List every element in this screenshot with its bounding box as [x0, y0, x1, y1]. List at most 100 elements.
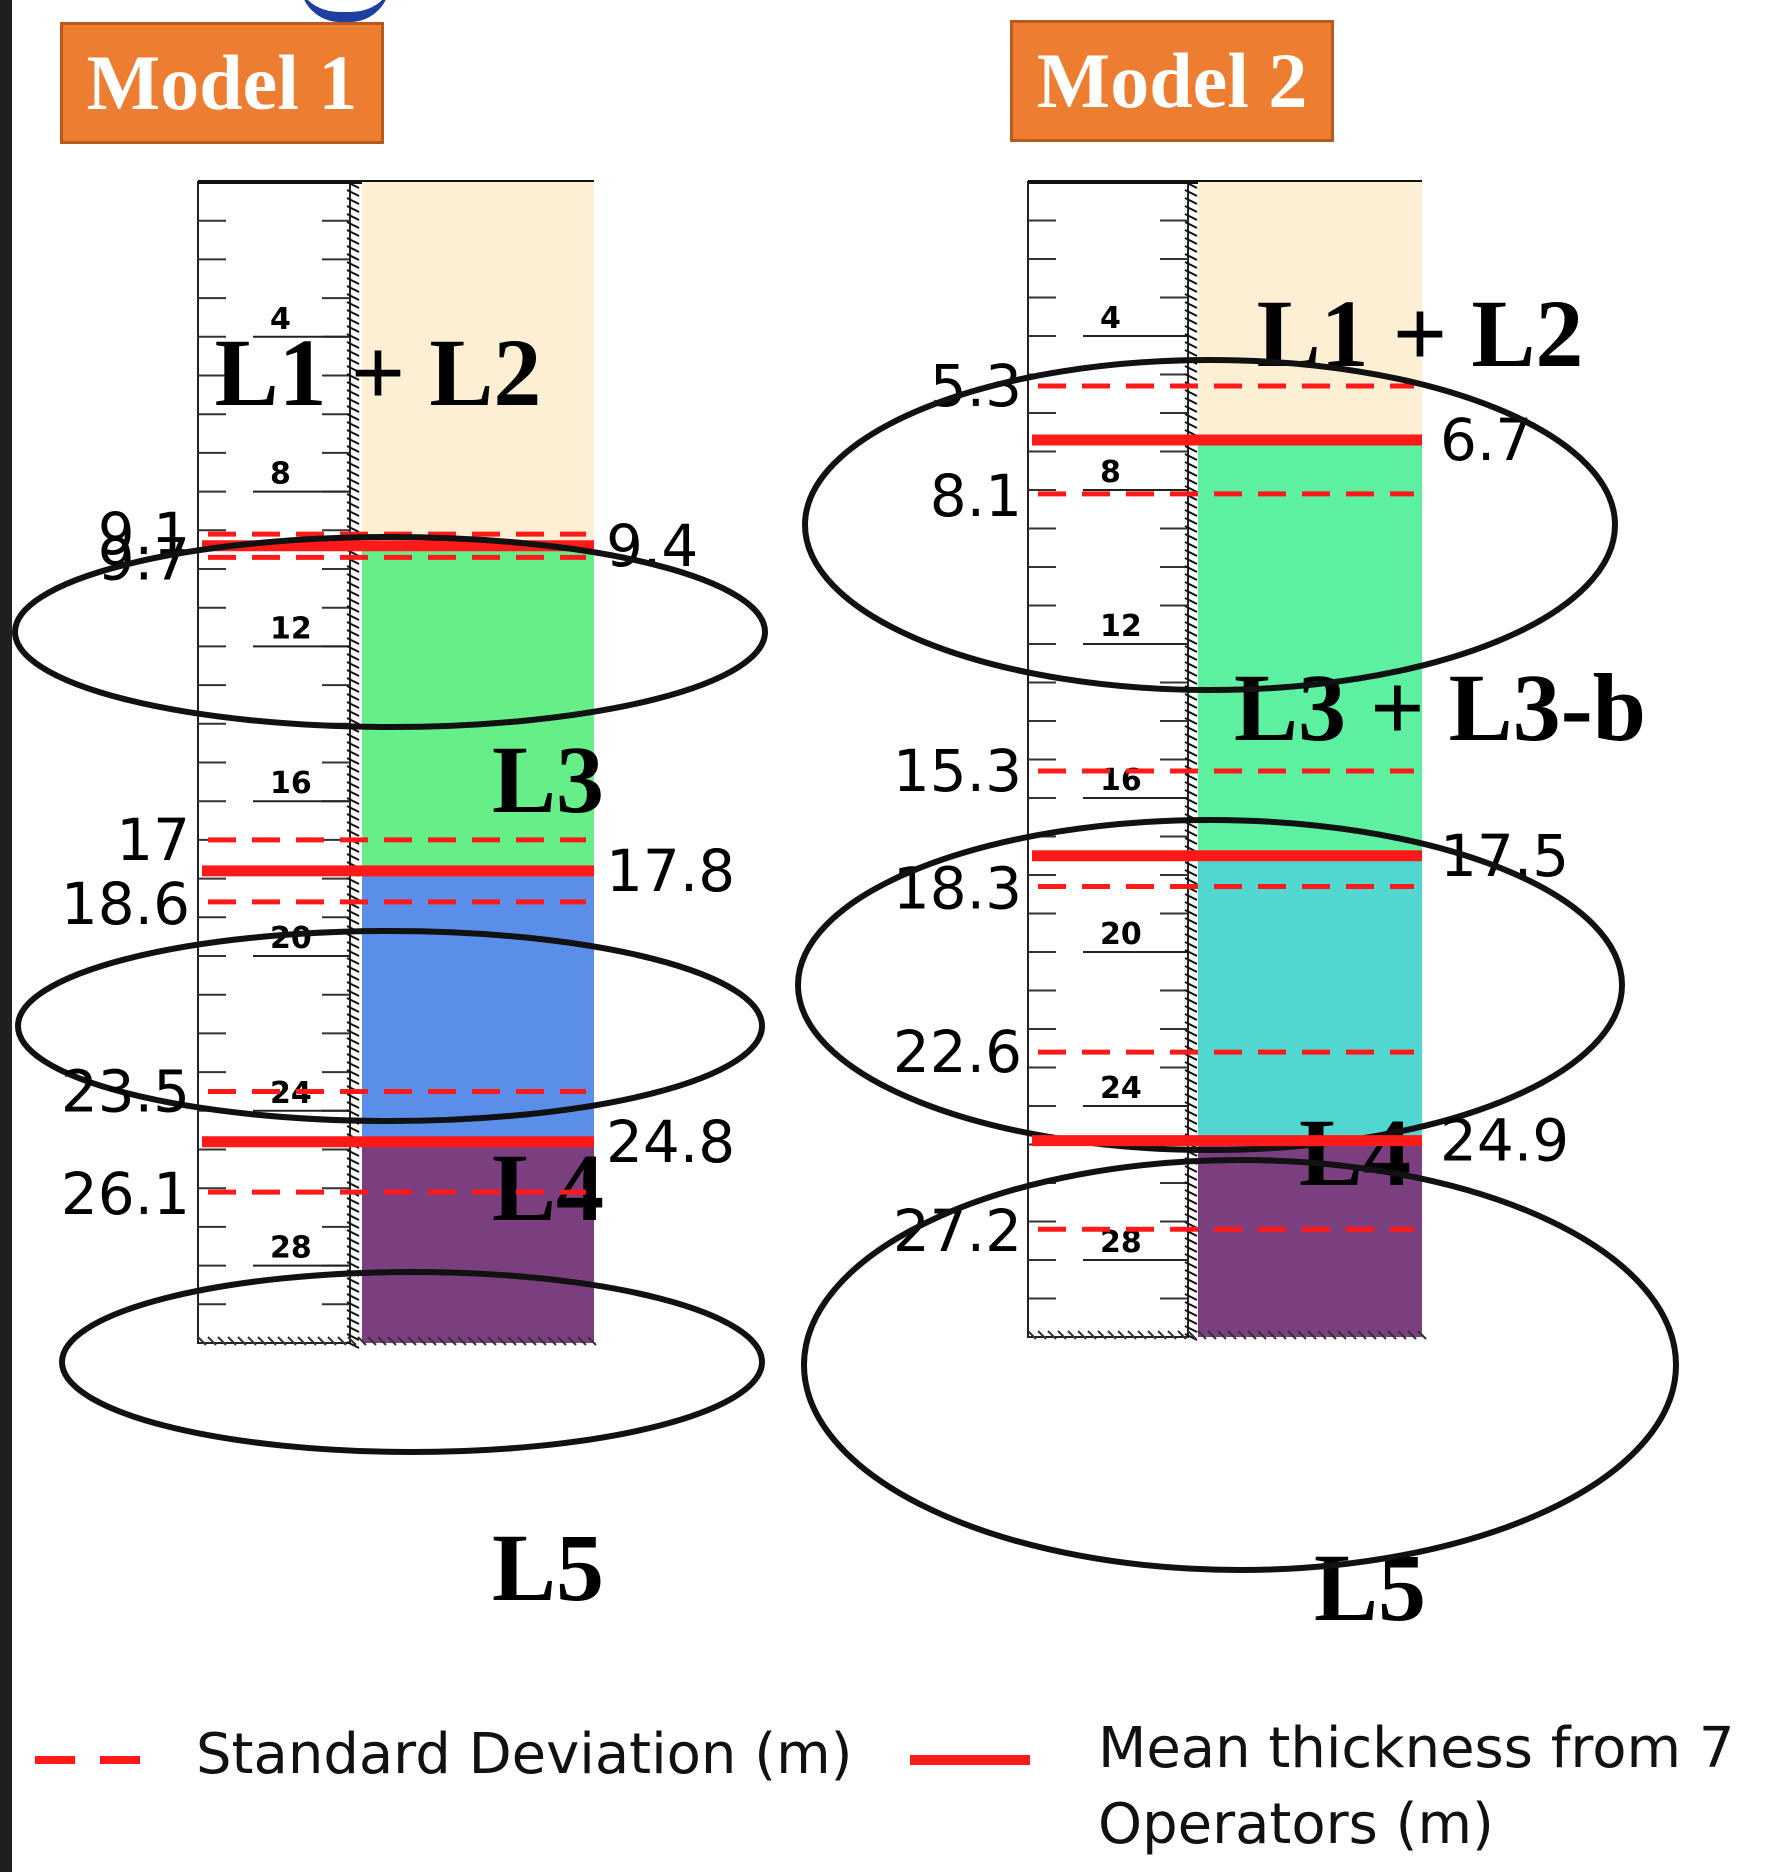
divider-hatch	[1184, 1069, 1198, 1077]
divider-hatch	[1184, 253, 1198, 261]
layer-1-fill	[1198, 182, 1422, 440]
divider-hatch	[1184, 965, 1198, 973]
bottom-hatch	[1057, 1330, 1067, 1340]
divider-hatch	[346, 685, 360, 693]
divider-hatch	[346, 621, 360, 629]
divider-hatch	[1184, 1253, 1198, 1261]
bottom-hatch	[307, 1336, 317, 1346]
sd-lower-value: 18.3	[893, 855, 1022, 923]
divider-hatch	[1184, 973, 1198, 981]
divider-hatch	[346, 301, 360, 309]
divider-hatch	[346, 1213, 360, 1221]
divider-hatch	[1184, 693, 1198, 701]
divider-hatch	[1184, 789, 1198, 797]
bottom-hatch	[1337, 1330, 1347, 1340]
bottom-hatch	[237, 1336, 247, 1346]
divider-hatch	[346, 645, 360, 653]
divider-hatch	[1184, 1205, 1198, 1213]
bottom-hatch	[547, 1336, 557, 1346]
depth-tick-label: 8	[1100, 455, 1121, 490]
divider-hatch	[1184, 1301, 1198, 1309]
divider-hatch	[346, 1181, 360, 1189]
divider-hatch	[1184, 717, 1198, 725]
divider-hatch	[346, 701, 360, 709]
divider-hatch	[1184, 709, 1198, 717]
divider-hatch	[346, 453, 360, 461]
bottom-hatch	[1217, 1330, 1227, 1340]
divider-hatch	[346, 1053, 360, 1061]
depth-tick-label: 20	[1100, 917, 1142, 952]
divider-hatch	[346, 333, 360, 341]
bottom-hatch	[437, 1336, 447, 1346]
bottom-hatch	[1367, 1330, 1377, 1340]
divider-hatch	[1184, 741, 1198, 749]
divider-hatch	[346, 397, 360, 405]
divider-hatch	[1184, 485, 1198, 493]
divider-hatch	[346, 1253, 360, 1261]
divider-hatch	[1184, 757, 1198, 765]
boundary-highlight-ellipse	[15, 928, 765, 1124]
divider-hatch	[1184, 1013, 1198, 1021]
legend-mean-label-line2: Operators (m)	[1098, 1792, 1494, 1857]
divider-hatch	[346, 917, 360, 925]
layer-1-fill	[362, 182, 594, 546]
divider-hatch	[1184, 1269, 1198, 1277]
divider-hatch	[1184, 637, 1198, 645]
divider-hatch	[346, 973, 360, 981]
sd-upper-value: 5.3	[930, 352, 1022, 420]
bottom-hatch	[407, 1336, 417, 1346]
divider-hatch	[346, 821, 360, 829]
divider-hatch	[1184, 677, 1198, 685]
bottom-hatch	[457, 1336, 467, 1346]
divider-hatch	[1184, 549, 1198, 557]
divider-hatch	[346, 717, 360, 725]
divider-hatch	[1184, 1285, 1198, 1293]
legend-sd-swatch	[35, 1756, 155, 1764]
divider-hatch	[1184, 1021, 1198, 1029]
divider-hatch	[346, 341, 360, 349]
divider-hatch	[346, 965, 360, 973]
legend-sd-label: Standard Deviation (m)	[196, 1722, 853, 1787]
divider-hatch	[346, 1149, 360, 1157]
model-2-badge: Model 2	[1010, 20, 1334, 142]
divider-hatch	[1184, 597, 1198, 605]
divider-hatch	[346, 461, 360, 469]
divider-hatch	[1184, 1005, 1198, 1013]
divider-hatch	[346, 421, 360, 429]
layer-1-label: L1 + L2	[1257, 280, 1584, 387]
divider-hatch	[346, 181, 360, 189]
divider-hatch	[1184, 453, 1198, 461]
divider-hatch	[346, 189, 360, 197]
divider-hatch	[1184, 1037, 1198, 1045]
divider-hatch	[346, 1109, 360, 1117]
bottom-hatch	[507, 1336, 517, 1346]
divider-hatch	[346, 317, 360, 325]
divider-hatch	[1184, 541, 1198, 549]
divider-hatch	[1184, 989, 1198, 997]
divider-hatch	[1184, 1317, 1198, 1325]
divider-hatch	[346, 1229, 360, 1237]
sd-lower-value: 26.1	[61, 1160, 190, 1228]
divider-hatch	[1184, 1085, 1198, 1093]
layer-4-label: L5	[1314, 1534, 1426, 1641]
divider-hatch	[1184, 301, 1198, 309]
divider-hatch	[346, 589, 360, 597]
divider-hatch	[346, 213, 360, 221]
divider-hatch	[346, 597, 360, 605]
divider-hatch	[346, 349, 360, 357]
boundary-highlight-ellipse	[59, 1269, 765, 1455]
divider-hatch	[1184, 477, 1198, 485]
divider-hatch	[346, 765, 360, 773]
divider-hatch	[1184, 1165, 1198, 1173]
divider-hatch	[346, 1093, 360, 1101]
bottom-hatch	[367, 1336, 377, 1346]
divider-hatch	[346, 1021, 360, 1029]
model-1-badge: Model 1	[60, 22, 384, 144]
divider-hatch	[346, 629, 360, 637]
divider-hatch	[1184, 653, 1198, 661]
bottom-hatch	[1207, 1330, 1217, 1340]
divider-hatch	[346, 1285, 360, 1293]
bottom-hatch	[1097, 1330, 1107, 1340]
bottom-hatch	[1077, 1330, 1087, 1340]
divider-hatch	[346, 277, 360, 285]
